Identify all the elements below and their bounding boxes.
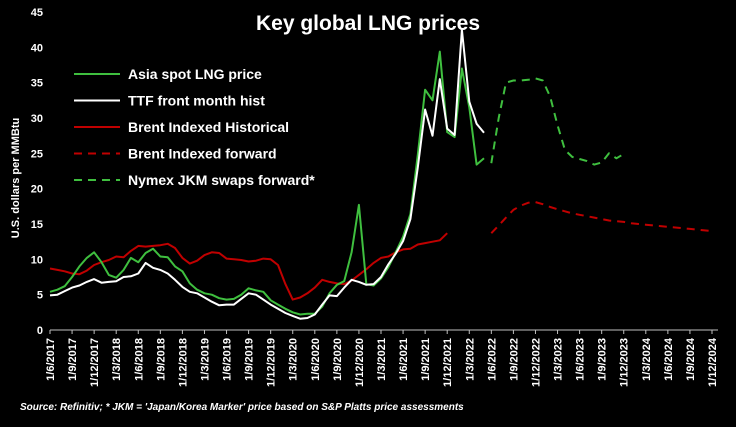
y-tick-label: 0 (37, 325, 43, 337)
x-tick-label: 1/6/2022 (486, 338, 498, 381)
x-tick-label: 1/12/2024 (707, 337, 719, 387)
x-tick-label: 1/6/2020 (310, 338, 322, 381)
x-tick-label: 1/9/2021 (420, 338, 432, 381)
x-tick-label: 1/12/2019 (266, 338, 278, 387)
legend-label-brent-indexed-historical: Brent Indexed Historical (128, 119, 289, 135)
x-tick-label: 1/9/2019 (244, 338, 256, 381)
x-tick-label: 1/6/2021 (398, 338, 410, 381)
x-tick-label: 1/12/2021 (442, 338, 454, 387)
x-tick-label: 1/3/2023 (553, 338, 565, 381)
x-tick-label: 1/6/2018 (133, 338, 145, 381)
legend: Asia spot LNG price TTF front month hist B… (74, 66, 315, 188)
x-axis-ticks: 1/6/2017 1/9/2017 1/12/2017 1/3/2018 1/6/201… (45, 330, 719, 387)
x-tick-label: 1/3/2020 (288, 338, 300, 381)
x-tick-label: 1/9/2018 (155, 338, 167, 381)
x-tick-label: 1/6/2023 (575, 338, 587, 381)
y-tick-label: 15 (31, 219, 43, 231)
series-layer (49, 28, 713, 320)
y-tick-label: 30 (31, 113, 43, 125)
y-tick-label: 5 (37, 290, 43, 302)
source-note: Source: Refinitiv; * JKM = 'Japan/Korea … (20, 402, 464, 413)
y-tick-label: 35 (31, 78, 43, 90)
x-tick-label: 1/12/2018 (177, 338, 189, 387)
chart-title: Key global LNG prices (256, 12, 480, 35)
series-nymex-jkm-swaps-forward (490, 77, 625, 166)
x-tick-label: 1/12/2020 (354, 338, 366, 387)
x-tick-label: 1/3/2024 (641, 337, 653, 381)
x-tick-label: 1/12/2022 (530, 338, 542, 387)
x-tick-label: 1/3/2022 (464, 338, 476, 381)
x-tick-label: 1/9/2023 (597, 338, 609, 381)
x-tick-label: 1/12/2023 (619, 338, 631, 387)
y-tick-label: 20 (31, 184, 43, 196)
x-tick-label: 1/9/2022 (508, 338, 520, 381)
x-tick-label: 1/3/2019 (199, 338, 211, 381)
x-tick-label: 1/9/2024 (685, 337, 697, 381)
x-tick-label: 1/9/2017 (67, 338, 79, 381)
series-brent-indexed-forward (490, 201, 713, 234)
y-tick-label: 25 (31, 148, 43, 160)
x-tick-label: 1/6/2019 (222, 338, 234, 381)
legend-label-ttf-front-month-hist: TTF front month hist (128, 93, 265, 109)
y-tick-label: 45 (31, 7, 43, 19)
legend-label-brent-indexed-forward: Brent Indexed forward (128, 146, 277, 162)
x-tick-label: 1/6/2017 (45, 338, 57, 381)
x-tick-label: 1/3/2021 (376, 338, 388, 381)
y-tick-label: 40 (31, 42, 43, 54)
series-ttf-front-month-hist (49, 28, 485, 320)
x-tick-label: 1/3/2018 (111, 338, 123, 381)
series-brent-indexed-historical (49, 232, 448, 301)
y-tick-label: 10 (31, 254, 43, 266)
y-axis-label: U.S. dollars per MMBtu (10, 118, 22, 238)
legend-label-nymex-jkm-swaps-forward: Nymex JKM swaps forward* (128, 172, 315, 188)
y-axis-ticks: 0 5 10 15 20 25 30 35 40 45 (31, 7, 43, 337)
x-tick-label: 1/9/2020 (332, 338, 344, 381)
x-tick-label: 1/6/2024 (663, 337, 675, 381)
x-tick-label: 1/12/2017 (89, 338, 101, 387)
legend-label-asia-spot-lng-price: Asia spot LNG price (128, 66, 262, 82)
